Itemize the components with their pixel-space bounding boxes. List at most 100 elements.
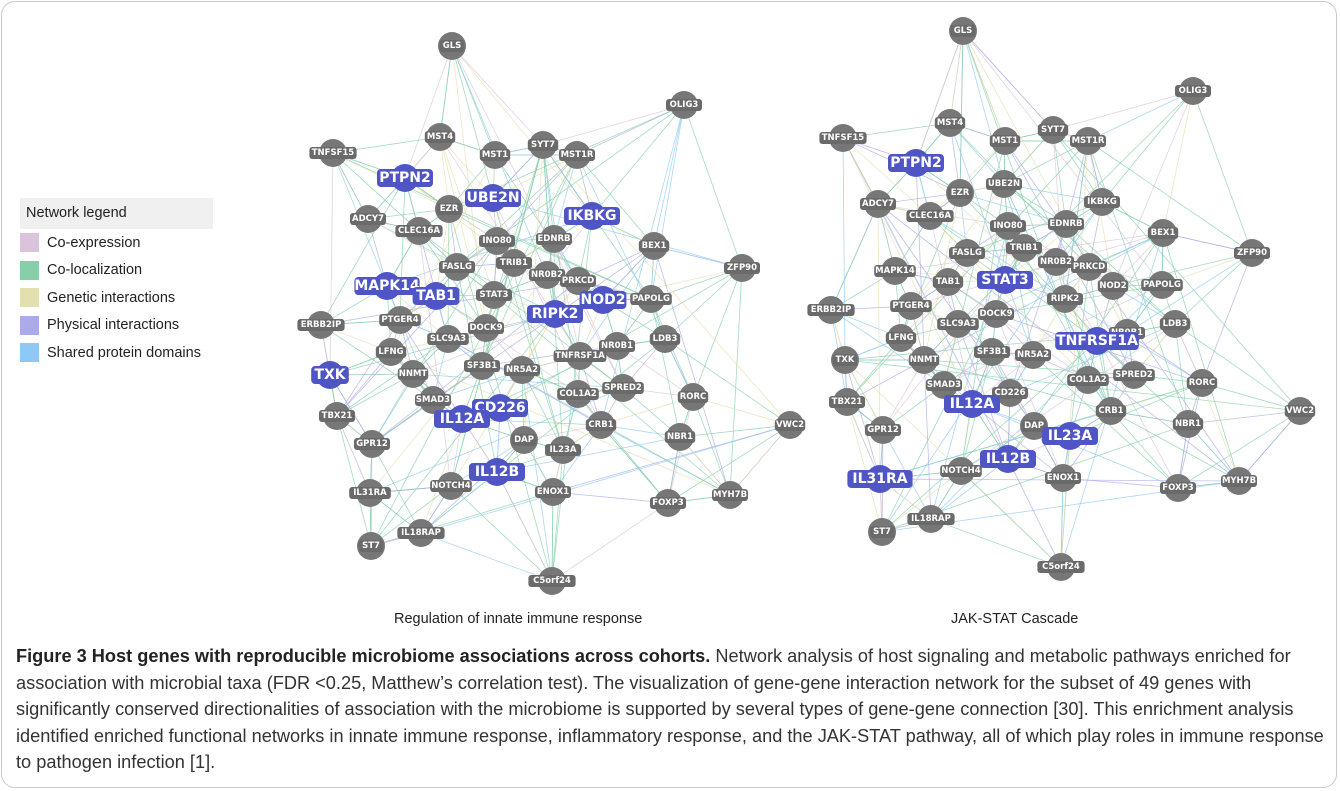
- gene-label: SMAD3: [927, 380, 961, 390]
- gene-node-ikbkg: IKBKG: [564, 202, 620, 230]
- gene-node-nnmt: NNMT: [908, 346, 940, 374]
- gene-node-slc9a3: SLC9A3: [937, 310, 979, 338]
- gene-label-box: [1175, 85, 1211, 97]
- gene-label: GLS: [443, 41, 462, 51]
- edge: [616, 345, 694, 398]
- legend-swatch: [20, 233, 39, 253]
- gene-label: DOCK9: [469, 323, 502, 333]
- legend-swatch: [20, 288, 39, 308]
- gene-node-gls: GLS: [438, 32, 466, 60]
- gene-label-box: [557, 388, 599, 400]
- gene-label: DAP: [514, 435, 534, 445]
- gene-label: IL31RA: [852, 471, 907, 487]
- gene-label: MAPK14: [354, 278, 420, 294]
- gene-node-st7: ST7: [868, 518, 896, 546]
- gene-label-box: [980, 450, 1036, 468]
- gene-label: NBR1: [1175, 419, 1201, 429]
- gene-node-ldb3: LDB3: [1159, 310, 1191, 338]
- gene-label-box: [564, 207, 620, 225]
- gene-label: INO80: [993, 221, 1022, 231]
- gene-node-gls: GLS: [949, 17, 977, 45]
- gene-label-box: [439, 261, 475, 273]
- edge: [551, 491, 554, 582]
- gene-node-ednrb: EDNRB: [1048, 210, 1084, 238]
- edge: [439, 45, 453, 138]
- gene-label: NR0B2: [531, 270, 563, 280]
- edge: [1112, 90, 1194, 287]
- edge: [962, 30, 1054, 131]
- gene-node-stat3: STAT3: [476, 281, 512, 309]
- edge: [439, 136, 495, 296]
- edge: [692, 396, 791, 426]
- gene-label: CRB1: [588, 420, 613, 430]
- gene-label: EDNRB: [538, 234, 571, 244]
- gene-node-prkcd: PRKCD: [560, 267, 596, 295]
- gene-node-ripk2: RIPK2: [1047, 285, 1083, 313]
- gene-label-box: [1160, 482, 1196, 494]
- caption-label: Figure 3 Host genes with reproducible mi…: [16, 646, 711, 666]
- gene-node-ednrb: EDNRB: [536, 225, 572, 253]
- gene-label-box: [375, 346, 407, 358]
- gene-label-box: [1045, 472, 1081, 484]
- gene-node-tnfsf15: TNFSF15: [309, 139, 357, 167]
- gene-label-box: [464, 360, 500, 372]
- gene-label-box: [479, 149, 511, 161]
- gene-node-olig3: OLIG3: [1175, 77, 1211, 105]
- gene-label-box: [1067, 374, 1109, 386]
- gene-node-nr5a2: NR5A2: [1015, 341, 1051, 369]
- edge: [679, 424, 791, 438]
- gene-node-tbx21: TBX21: [319, 402, 355, 430]
- gene-label-box: [874, 265, 916, 277]
- edge: [1060, 140, 1089, 568]
- edge: [929, 140, 1006, 217]
- gene-node-mapk14: MAPK14: [874, 257, 916, 285]
- gene-label: LFNG: [888, 333, 913, 343]
- gene-label-box: [527, 139, 559, 151]
- gene-node-spred2: SPRED2: [602, 374, 644, 402]
- gene-node-mst4: MST4: [424, 123, 456, 151]
- gene-label: NR0B1: [601, 341, 633, 351]
- gene-label-box: [829, 396, 865, 408]
- gene-node-bex1: BEX1: [1147, 219, 1179, 247]
- gene-node-syt7: SYT7: [1037, 116, 1069, 144]
- edge: [523, 144, 544, 441]
- network-title-innate-immune: Regulation of innate immune response: [394, 611, 643, 627]
- gene-label-box: [358, 540, 384, 552]
- gene-label: EZR: [951, 188, 970, 198]
- gene-label: EZR: [440, 204, 459, 214]
- gene-node-slc9a3: SLC9A3: [427, 325, 469, 353]
- gene-label-box: [989, 135, 1021, 147]
- edge: [1201, 252, 1253, 384]
- gene-label-box: [1037, 124, 1069, 136]
- edge: [336, 154, 578, 417]
- gene-label: ERBB2IP: [811, 305, 852, 315]
- gene-label: PRKCD: [562, 276, 594, 286]
- gene-label-box: [865, 424, 901, 436]
- gene-label-box: [354, 277, 420, 295]
- gene-label: IL12B: [986, 451, 1030, 467]
- gene-node-mst1r: MST1R: [1070, 127, 1106, 155]
- gene-label-box: [496, 257, 532, 269]
- edge: [371, 443, 422, 534]
- gene-label-box: [807, 304, 855, 316]
- edge: [1187, 410, 1301, 425]
- gene-node-il23a: IL23A: [545, 436, 581, 464]
- gene-label-box: [536, 233, 572, 245]
- legend-item-co-expression: Co-expression: [20, 229, 270, 257]
- legend-label: Co-localization: [47, 262, 143, 279]
- gene-label-box: [1186, 377, 1218, 389]
- gene-label: DOCK9: [979, 309, 1012, 319]
- edge: [404, 45, 453, 179]
- gene-label: IKBKG: [1087, 197, 1117, 207]
- gene-node-trib1: TRIB1: [1006, 234, 1042, 262]
- gene-label-box: [527, 305, 583, 323]
- gene-label-box: [819, 132, 867, 144]
- gene-node-c5orf24: C5orf24: [528, 567, 576, 595]
- gene-label-box: [545, 444, 581, 456]
- edge: [960, 323, 1176, 472]
- gene-label-box: [1113, 369, 1155, 381]
- gene-label: NR0B2: [1040, 257, 1072, 267]
- edge: [1052, 129, 1301, 412]
- edge: [553, 238, 581, 357]
- gene-label-box: [986, 178, 1022, 190]
